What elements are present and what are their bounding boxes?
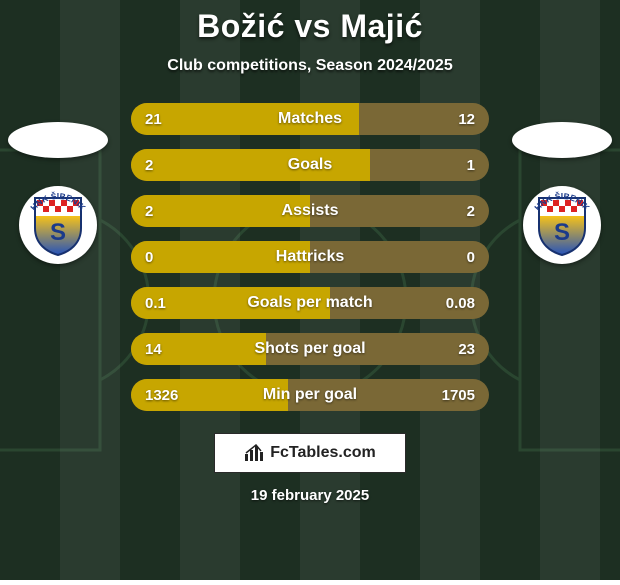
stat-label: Assists [282,202,339,220]
stat-row: 2 Assists 2 [131,195,489,227]
stat-fill-left [131,149,370,181]
left-club-badge: S HNK ŠIBENIK [19,186,97,264]
stat-label: Hattricks [276,248,344,266]
stat-row: 2 Goals 1 [131,149,489,181]
comparison-title: Božić vs Majić [0,8,620,45]
stat-row: 0 Hattricks 0 [131,241,489,273]
footer-date: 19 february 2025 [0,487,620,504]
left-player-column: S HNK ŠIBENIK [8,122,108,264]
stat-value-left: 1326 [145,387,178,404]
badge-ring-text: HNK ŠIBENIK [523,186,601,264]
stat-value-left: 2 [145,203,153,220]
stat-value-left: 2 [145,157,153,174]
stat-value-right: 2 [467,203,475,220]
stat-value-left: 21 [145,111,162,128]
right-player-avatar-placeholder [512,122,612,158]
stat-value-right: 0 [467,249,475,266]
stat-row: 1326 Min per goal 1705 [131,379,489,411]
stat-label: Goals [288,156,332,174]
right-player-column: S HNK ŠIBENIK [512,122,612,264]
stat-label: Min per goal [263,386,357,404]
stat-label: Goals per match [247,294,372,312]
stat-row: 14 Shots per goal 23 [131,333,489,365]
stat-value-left: 14 [145,341,162,358]
stat-value-left: 0 [145,249,153,266]
stat-value-left: 0.1 [145,295,166,312]
svg-text:HNK ŠIBENIK: HNK ŠIBENIK [532,190,592,213]
stat-label: Shots per goal [254,340,365,358]
right-club-badge: S HNK ŠIBENIK [523,186,601,264]
stat-row: 0.1 Goals per match 0.08 [131,287,489,319]
bar-chart-icon [244,444,264,462]
stat-value-right: 0.08 [446,295,475,312]
brand-label: FcTables.com [270,444,376,462]
stat-value-right: 1 [467,157,475,174]
stat-value-right: 12 [458,111,475,128]
left-player-avatar-placeholder [8,122,108,158]
stat-value-right: 1705 [442,387,475,404]
stat-label: Matches [278,110,342,128]
stat-value-right: 23 [458,341,475,358]
svg-text:HNK ŠIBENIK: HNK ŠIBENIK [28,190,88,213]
badge-ring-text: HNK ŠIBENIK [19,186,97,264]
brand-card[interactable]: FcTables.com [214,433,406,473]
season-subtitle: Club competitions, Season 2024/2025 [0,57,620,75]
stat-row: 21 Matches 12 [131,103,489,135]
